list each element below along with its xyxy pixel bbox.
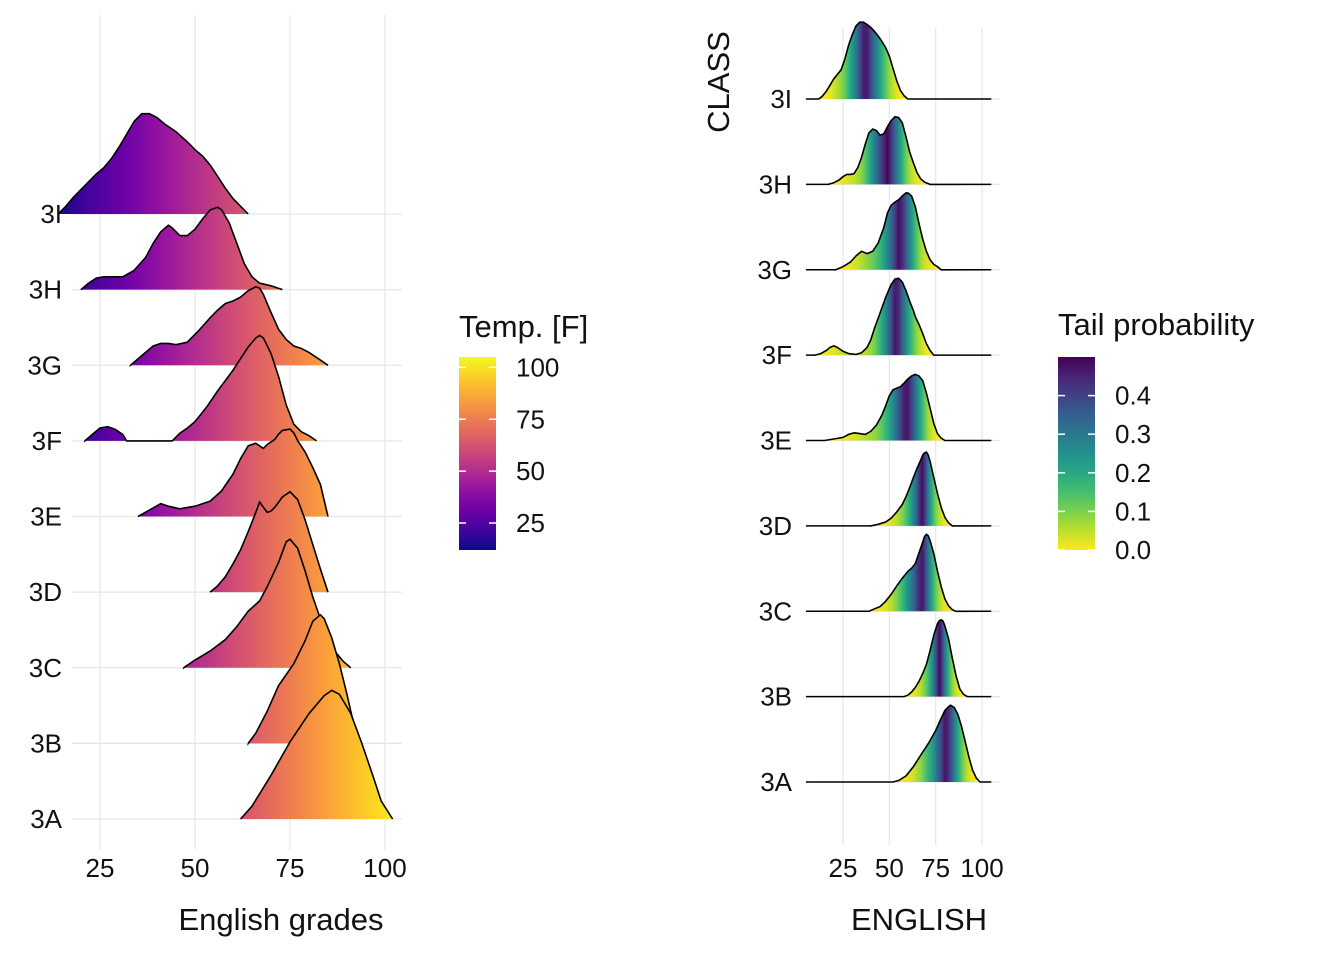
x-tick-label: 50: [875, 853, 904, 883]
category-label-3H: 3H: [759, 169, 792, 199]
legend-tick-label: 0.2: [1115, 458, 1151, 488]
right-legend-title: Tail probability: [1058, 307, 1255, 342]
legend-tick-label: 75: [516, 404, 545, 434]
ridge-outline-3A: [805, 704, 992, 783]
ridge-outline-3F: [805, 277, 992, 356]
ridge-fill-3A: [240, 690, 393, 819]
ridge-fill-3G: [835, 192, 942, 270]
x-tick-label: 100: [960, 853, 1003, 883]
right-y-axis-title: CLASS: [701, 31, 736, 133]
right-legend-colorbar: [1058, 357, 1095, 550]
ridge-fill-3E: [824, 374, 945, 441]
ridge-outline-3G: [805, 192, 992, 271]
ridge-fill-3H: [81, 207, 283, 290]
category-label-3F: 3F: [32, 426, 62, 456]
left-x-axis-title: English grades: [178, 902, 383, 937]
ridge-outline-3D: [805, 451, 992, 527]
category-label-3G: 3G: [757, 255, 792, 285]
category-label-3H: 3H: [29, 275, 62, 305]
ridge-fill-3F: [84, 335, 317, 441]
category-label-3E: 3E: [30, 502, 62, 532]
left-x-tick-labels: 25 50 75 100: [86, 853, 407, 883]
ridge-fill-3E: [138, 429, 328, 517]
left-legend-title: Temp. [F]: [459, 309, 588, 344]
category-label-3D: 3D: [29, 577, 62, 607]
category-label-3I: 3I: [40, 199, 62, 229]
right-x-axis-title: ENGLISH: [851, 902, 987, 937]
x-tick-label: 50: [181, 853, 210, 883]
ridge-fill-3F: [815, 278, 934, 356]
legend-tick-label: 0.3: [1115, 419, 1151, 449]
legend-tick-label: 50: [516, 456, 545, 486]
ridge-outline-3F: [84, 334, 318, 443]
category-label-3A: 3A: [30, 804, 62, 834]
ridge-outline-3H: [80, 206, 283, 291]
ridge-outline-3C: [805, 533, 992, 613]
legend-tick-label: 100: [516, 352, 559, 382]
right-category-labels: 3A 3B 3C 3D 3E 3F 3G 3H 3I: [757, 84, 792, 797]
right-ridges: [805, 21, 992, 783]
ridge-outline-3H: [805, 115, 992, 186]
ridge-fill-3G: [130, 286, 328, 366]
ridge-outline-3D: [209, 490, 329, 593]
category-label-3B: 3B: [30, 728, 62, 758]
category-label-3B: 3B: [760, 682, 792, 712]
x-tick-label: 25: [86, 853, 115, 883]
category-label-3F: 3F: [762, 340, 792, 370]
x-tick-label: 25: [829, 853, 858, 883]
left-category-labels: 3A 3B 3C 3D 3E 3F 3G 3H 3I: [27, 199, 62, 834]
ridge-fill-3B: [904, 619, 968, 697]
ridge-outline-3B: [805, 618, 992, 698]
ridge-outline-3A: [240, 689, 394, 820]
ridge-fill-3I: [818, 22, 908, 100]
category-label-3A: 3A: [760, 767, 792, 797]
right-legend-ticks: 0.0 0.1 0.2 0.3 0.4: [1058, 381, 1151, 565]
legend-tick-label: 0.0: [1115, 535, 1151, 565]
ridge-fill-3I: [58, 113, 249, 214]
left-ridges: [57, 112, 394, 820]
ridge-fill-3D: [870, 452, 953, 526]
ridge-fill-3C: [868, 534, 957, 612]
category-label-3I: 3I: [770, 84, 792, 114]
category-label-3D: 3D: [759, 511, 792, 541]
ridge-outline-3B: [247, 613, 360, 746]
left-legend-colorbar: [459, 357, 496, 550]
category-label-3C: 3C: [29, 653, 62, 683]
legend-tick-label: 25: [516, 508, 545, 538]
ridge-outline-3I: [805, 21, 992, 100]
ridge-fill-3A: [893, 705, 981, 782]
left-legend-ticks: 25 50 75 100: [459, 352, 559, 538]
ridge-outline-3G: [129, 285, 329, 368]
x-tick-label: 75: [921, 853, 950, 883]
category-label-3G: 3G: [27, 350, 62, 380]
x-tick-label: 75: [276, 853, 305, 883]
x-tick-label: 100: [363, 853, 406, 883]
ridge-outline-3E: [805, 373, 992, 442]
category-label-3C: 3C: [759, 596, 792, 626]
ridge-outline-3I: [57, 112, 249, 215]
right-x-tick-labels: 25 50 75 100: [829, 853, 1004, 883]
ridge-outline-3E: [137, 428, 329, 518]
legend-tick-label: 0.4: [1115, 381, 1151, 411]
category-label-3E: 3E: [760, 426, 792, 456]
legend-tick-label: 0.1: [1115, 496, 1151, 526]
